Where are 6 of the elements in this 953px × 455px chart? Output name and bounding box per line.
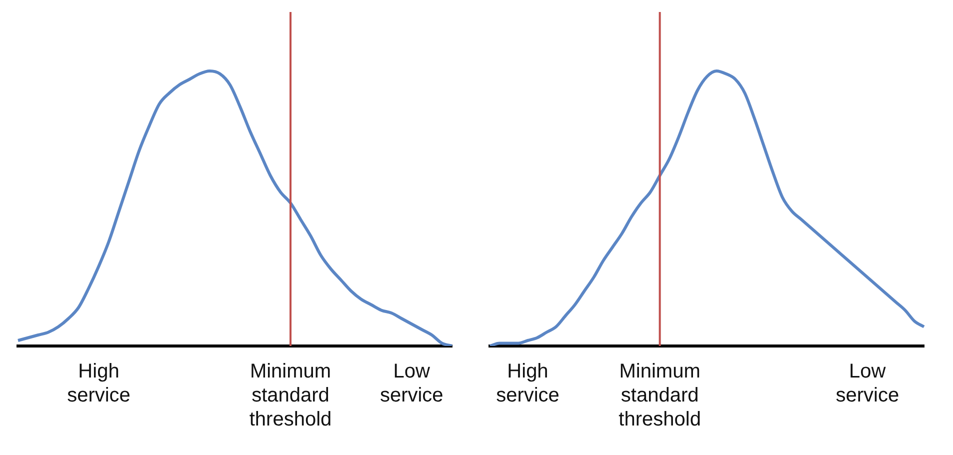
x-tick-label: Low service [380,360,444,407]
x-tick-label: Minimum standard threshold [618,360,701,431]
x-tick-label: Low service [836,360,900,407]
x-tick-label: High service [496,360,560,407]
x-tick-label: High service [67,360,130,407]
x-tick-label: Minimum standard threshold [249,360,332,431]
